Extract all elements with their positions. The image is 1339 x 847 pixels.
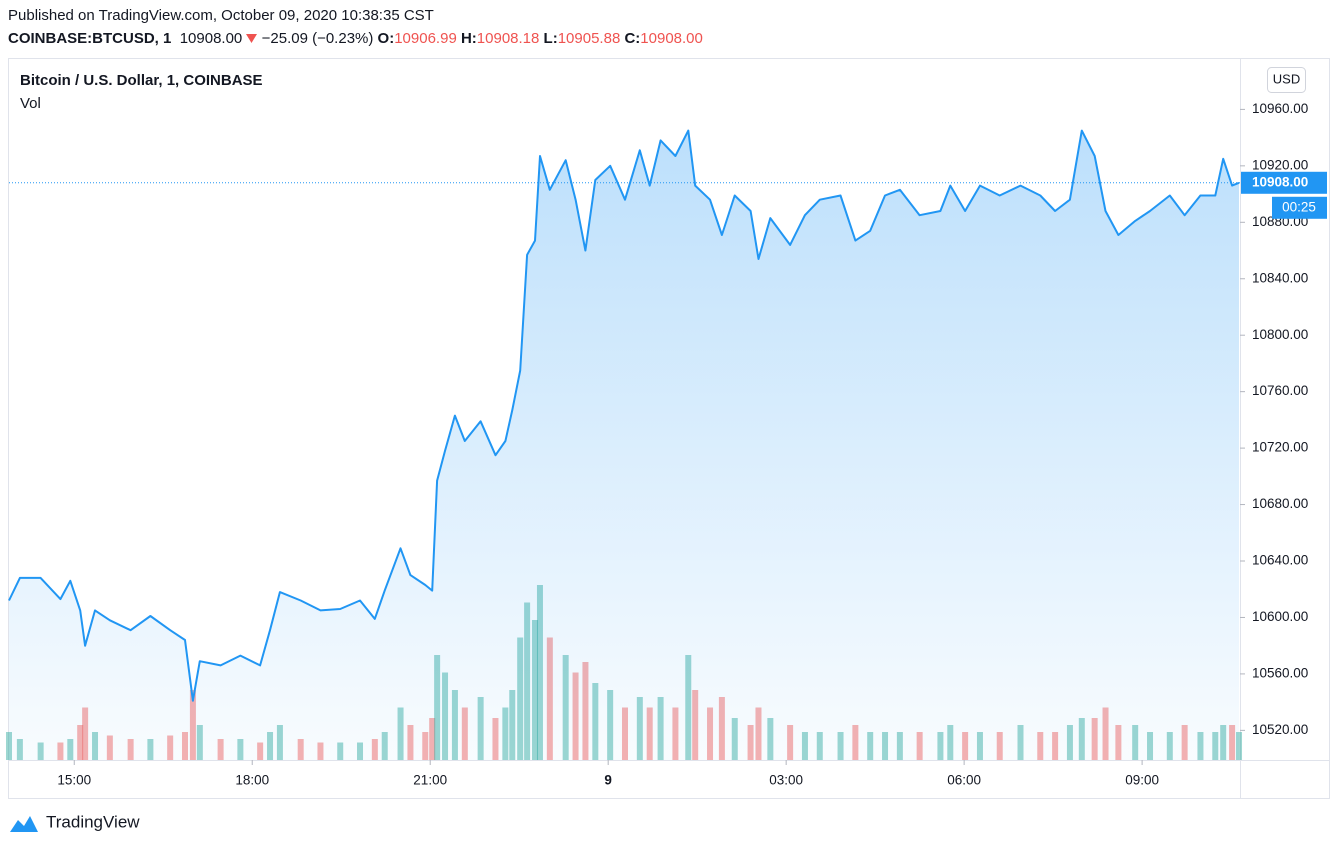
- x-tick-label: 18:00: [235, 773, 269, 788]
- y-tick-label: 10600.00: [1252, 609, 1308, 624]
- y-tick-label: 10960.00: [1252, 101, 1308, 116]
- x-tick-label: 06:00: [947, 773, 981, 788]
- y-tick-label: 10800.00: [1252, 327, 1308, 342]
- area: [9, 130, 1239, 761]
- x-tick-label: 21:00: [413, 773, 447, 788]
- down-arrow: [246, 34, 258, 43]
- y-tick-label: 10920.00: [1252, 157, 1308, 172]
- l: 10905.88: [557, 30, 621, 47]
- published: Published on TradingView.com, October 09…: [8, 7, 434, 24]
- x-tick-label: 03:00: [769, 773, 803, 788]
- countdown-box: [1272, 196, 1327, 219]
- o-label: O:: [377, 30, 395, 47]
- change: −25.09 (−0.23%): [261, 30, 374, 47]
- x-tick-label: 09:00: [1125, 773, 1159, 788]
- y-tick-label: 10680.00: [1252, 496, 1308, 511]
- logo: TradingView: [10, 812, 140, 832]
- header-info: COINBASE:BTCUSD, 1 10908.00 −25.09 (−0.2…: [8, 30, 703, 47]
- chart-title: Bitcoin / U.S. Dollar, 1, COINBASE: [20, 72, 263, 89]
- price-line: [8, 129, 1240, 702]
- x-tick-label: 15:00: [57, 773, 91, 788]
- y-tick-label: 10720.00: [1252, 440, 1308, 455]
- c-label: C:: [624, 30, 641, 47]
- l-label: L:: [543, 30, 558, 47]
- c: 10908.00: [640, 30, 703, 47]
- x-tick-label: 9: [604, 773, 612, 788]
- o: 10906.99: [394, 30, 457, 47]
- last: 10908.00: [179, 30, 243, 47]
- y-tick-label: 10560.00: [1252, 665, 1308, 680]
- countdown: 00:25: [1282, 199, 1316, 214]
- axes: 10520.00 10560.00 10600.00 10640.00 10680.00…: [57, 101, 1327, 788]
- frame: [8, 58, 1330, 799]
- volume-label: Vol: [20, 95, 41, 112]
- last-price-label: 10908.00: [1252, 174, 1308, 189]
- y-tick-label: 10840.00: [1252, 270, 1308, 285]
- h-label: H:: [460, 30, 477, 47]
- y-tick-label: 10640.00: [1252, 553, 1308, 568]
- volume-bar: [1236, 732, 1243, 760]
- currency-box[interactable]: [1267, 67, 1306, 93]
- y-tick-label: 10760.00: [1252, 383, 1308, 398]
- symbol: COINBASE:BTCUSD, 1: [8, 30, 172, 47]
- brand: TradingView: [46, 812, 140, 831]
- series: [8, 129, 1240, 761]
- y-tick-label: 10520.00: [1252, 722, 1308, 737]
- currency: USD: [1273, 71, 1300, 86]
- h: 10908.18: [476, 30, 540, 47]
- last-price-box: [1241, 171, 1327, 194]
